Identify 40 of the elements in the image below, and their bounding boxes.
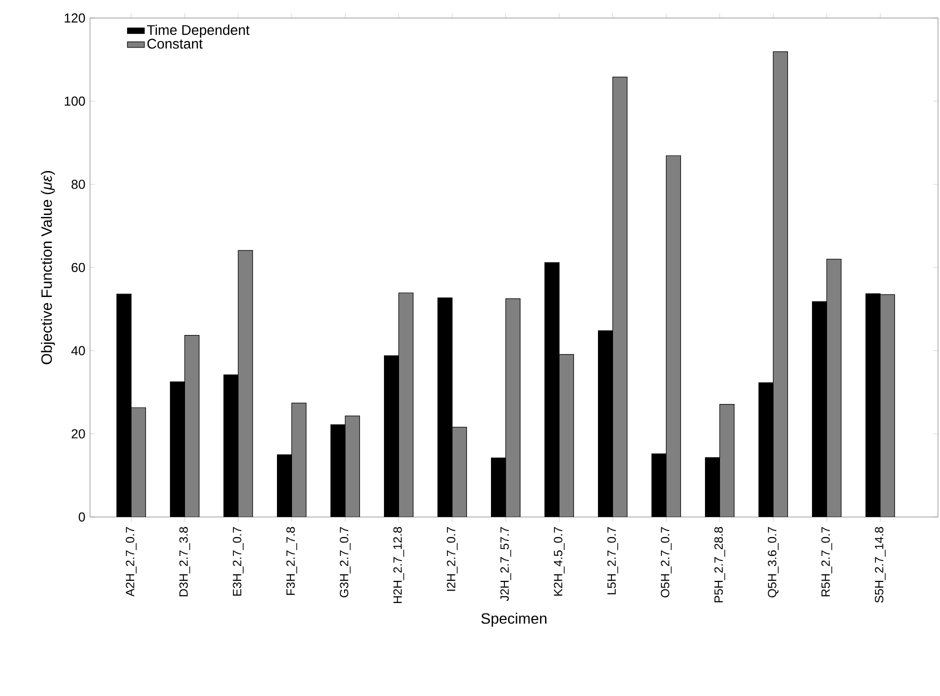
bar [398,292,414,517]
x-tick-label: S5H_2.7_14.8 [874,527,886,603]
bar [505,298,520,517]
y-tick-label: 40 [71,346,85,356]
x-tick-label: E3H_2.7_0.7 [232,527,244,596]
bar [238,250,253,517]
x-tick-label: H2H_2.7_12.8 [393,527,404,603]
bar [880,294,895,517]
x-tick-label: F3H_2.7_7.8 [286,527,298,595]
y-tick-label: 100 [64,96,85,106]
x-tick-label: J2H_2.7_57.7 [500,527,512,602]
x-tick-label: Q5H_3.6_0.7 [768,527,779,598]
bar [772,51,788,517]
x-tick-label: L5H_2.7_0.7 [607,527,618,594]
x-tick-label: R5H_2.7_0.7 [821,527,832,596]
bar [130,407,146,517]
x-tick-label: G3H_2.7_0.7 [340,527,351,598]
x-axis-title: Specimen [481,612,546,627]
y-tick-label: 20 [72,429,85,438]
x-tick-label: P5H_2.7_28.8 [714,527,726,602]
y-tick-label: 120 [64,13,85,23]
bar [344,416,360,517]
x-tick-label: K2H_4.5_0.7 [554,527,565,596]
y-tick-label: 0 [78,512,85,522]
x-tick-label: I2H_2.7_0.7 [446,527,458,591]
legend-label: Constant [147,38,203,49]
x-tick-label: D3H_2.7_3.8 [179,527,190,596]
bar [184,334,200,517]
legend-label: Time Dependent [147,24,250,38]
bar [558,354,574,517]
y-tick-label: 60 [72,262,85,272]
bar [719,404,734,517]
bar [452,426,467,517]
bar [666,156,681,517]
x-tick-label: A2H_2.7_0.7 [126,527,137,597]
y-tick-label: 80 [72,180,85,189]
bar [612,76,628,517]
bar [826,258,842,517]
bar [291,402,306,517]
x-tick-label: O5H_2.7_0.7 [660,527,672,598]
